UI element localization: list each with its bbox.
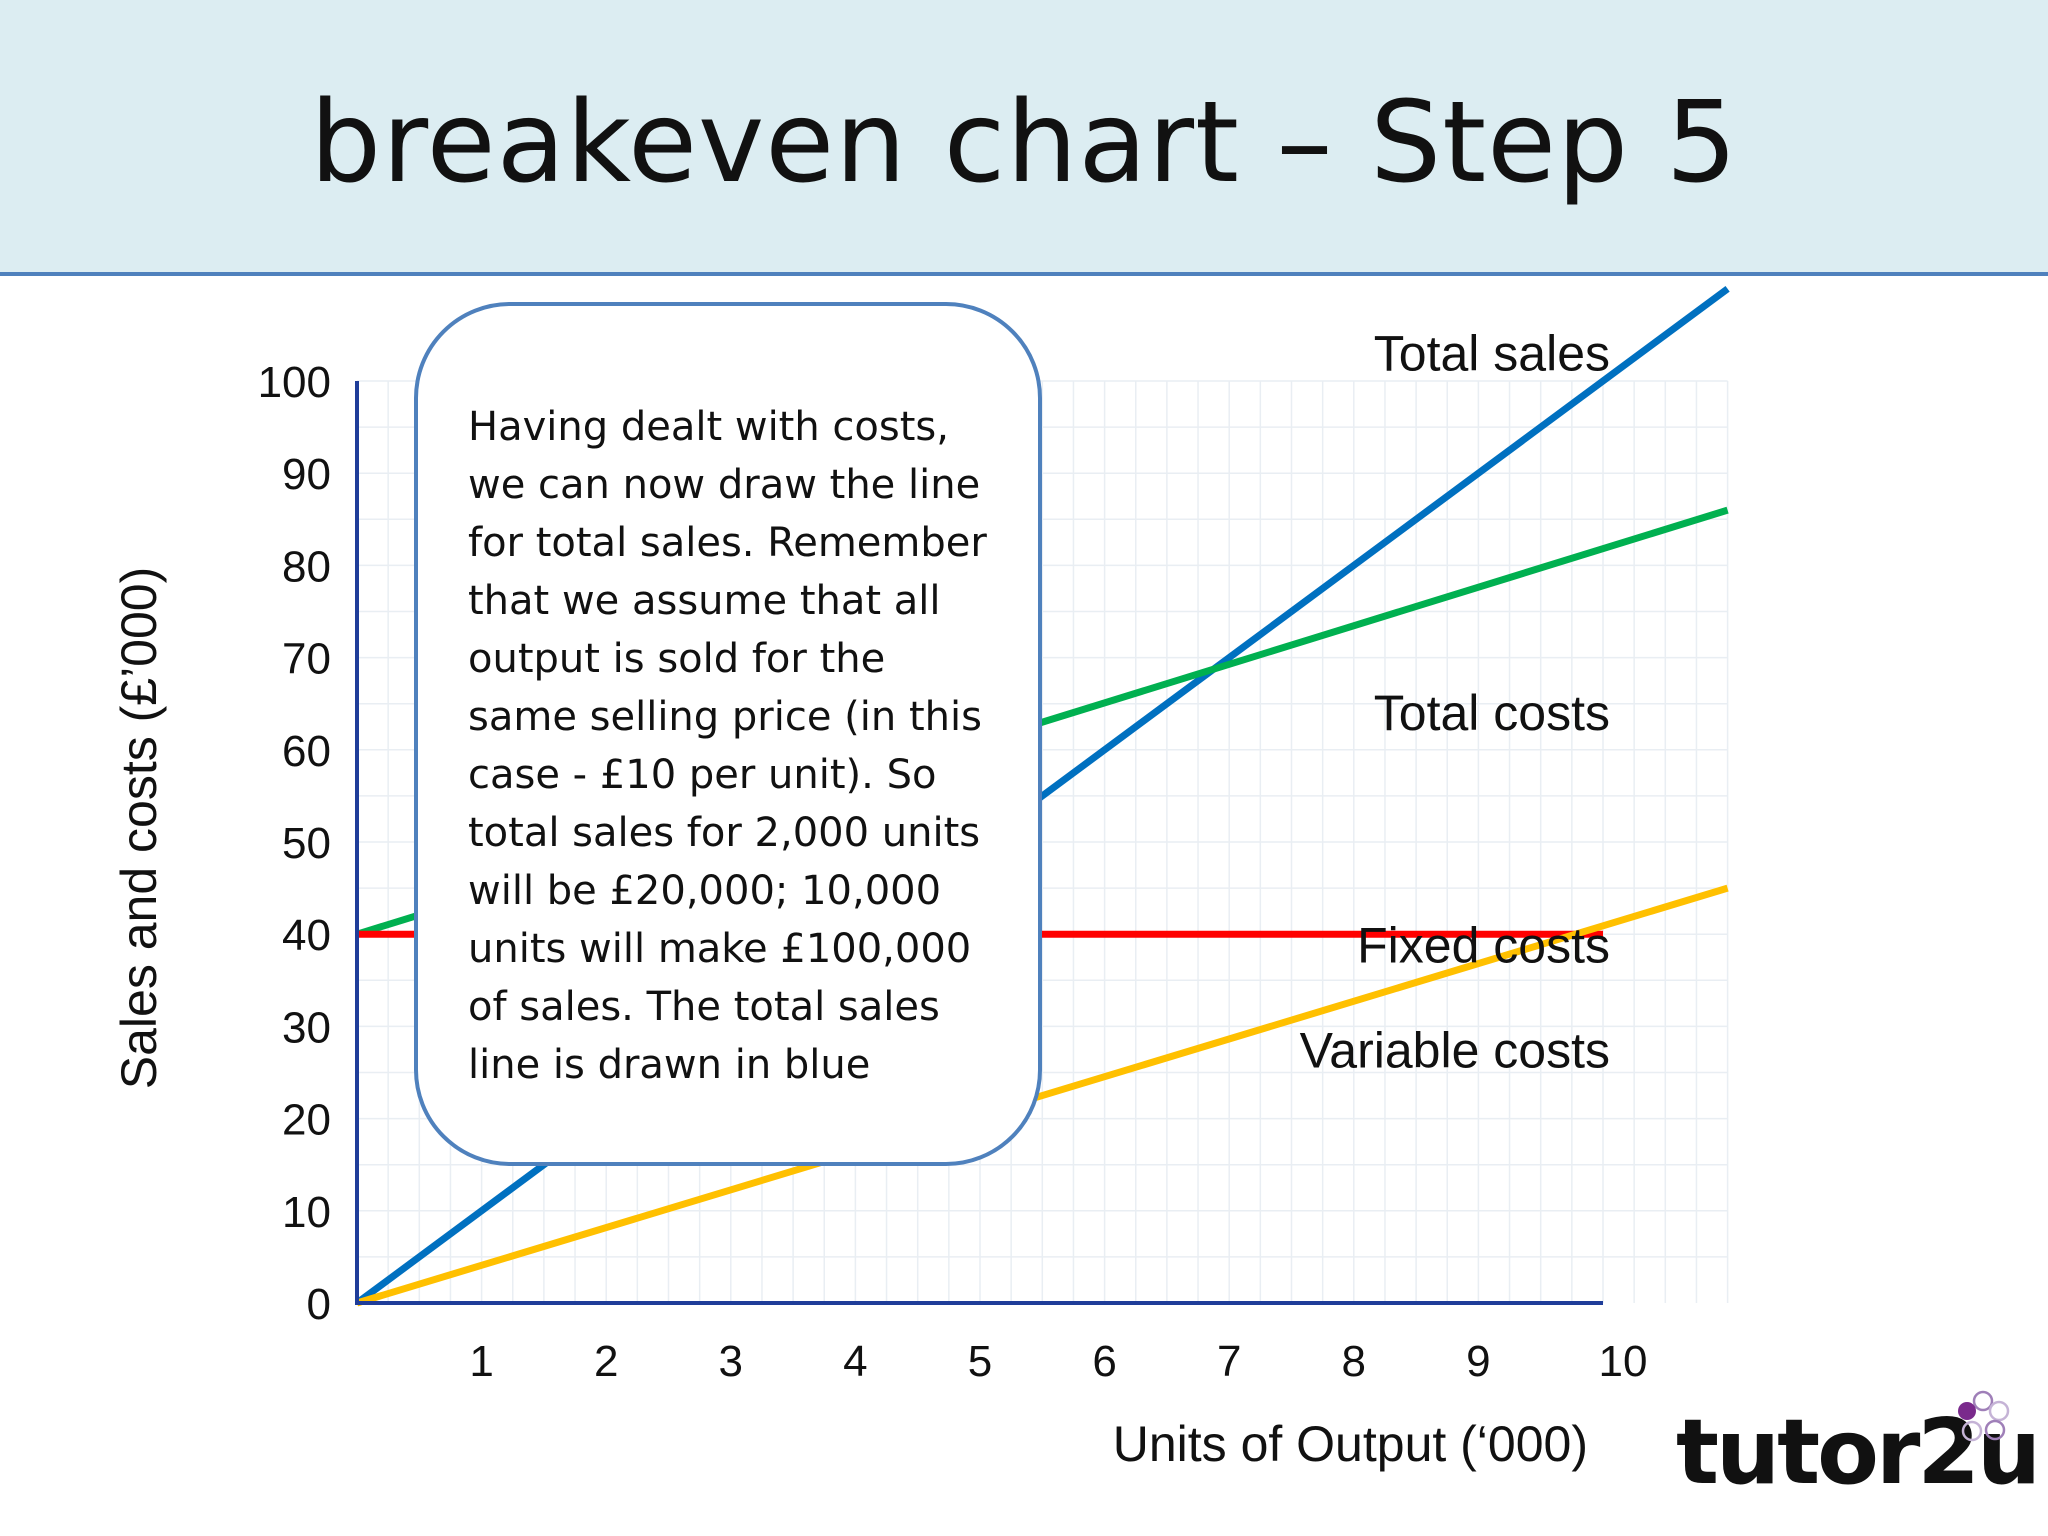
y-tick-label: 20	[282, 1096, 331, 1145]
x-tick-label: 3	[719, 1337, 743, 1386]
chart-series-labels: Total sales Total costs Fixed costs Variabl…	[1300, 325, 1610, 1078]
x-tick-label: 1	[469, 1337, 493, 1386]
series-label: Fixed costs	[1357, 917, 1610, 973]
y-tick-label: 0	[307, 1280, 331, 1329]
x-tick-label: 6	[1092, 1337, 1116, 1386]
flower-logo-icon	[1958, 1390, 2010, 1442]
series-label: Total costs	[1374, 685, 1610, 741]
x-tick-label: 9	[1466, 1337, 1490, 1386]
x-tick-label: 7	[1217, 1337, 1241, 1386]
y-tick-label: 60	[282, 727, 331, 776]
chart-axes	[355, 381, 1603, 1305]
y-tick-label: 50	[282, 819, 331, 868]
explanation-callout: Having dealt with costs, we can now draw…	[414, 302, 1042, 1166]
series-label: Total sales	[1374, 325, 1610, 381]
x-tick-label: 8	[1342, 1337, 1366, 1386]
x-axis-label: Units of Output (‘000)	[1113, 1416, 1588, 1472]
title-banner: breakeven chart – Step 5	[0, 0, 2048, 276]
y-tick-label: 70	[282, 635, 331, 684]
y-tick-label: 40	[282, 911, 331, 960]
y-tick-label: 30	[282, 1003, 331, 1052]
tutor2u-logo: tutor2u	[1676, 1400, 2041, 1505]
chart-tick-labels: 0 10 20 30 40 50 60 70 80 90 100 1 2 3 4 5 6 7 8 9 10	[258, 358, 1648, 1386]
y-tick-label: 90	[282, 450, 331, 499]
series-line-variable-costs	[355, 884, 1729, 1307]
x-tick-label: 2	[594, 1337, 618, 1386]
y-axis-label: Sales and costs (£’000)	[111, 567, 167, 1090]
x-tick-label: 4	[843, 1337, 867, 1386]
slide-title: breakeven chart – Step 5	[310, 78, 1738, 208]
x-tick-label: 5	[968, 1337, 992, 1386]
x-tick-label: 10	[1599, 1337, 1648, 1386]
series-label: Variable costs	[1300, 1022, 1610, 1078]
y-tick-label: 100	[258, 358, 331, 407]
y-tick-label: 10	[282, 1188, 331, 1237]
y-tick-label: 80	[282, 542, 331, 591]
